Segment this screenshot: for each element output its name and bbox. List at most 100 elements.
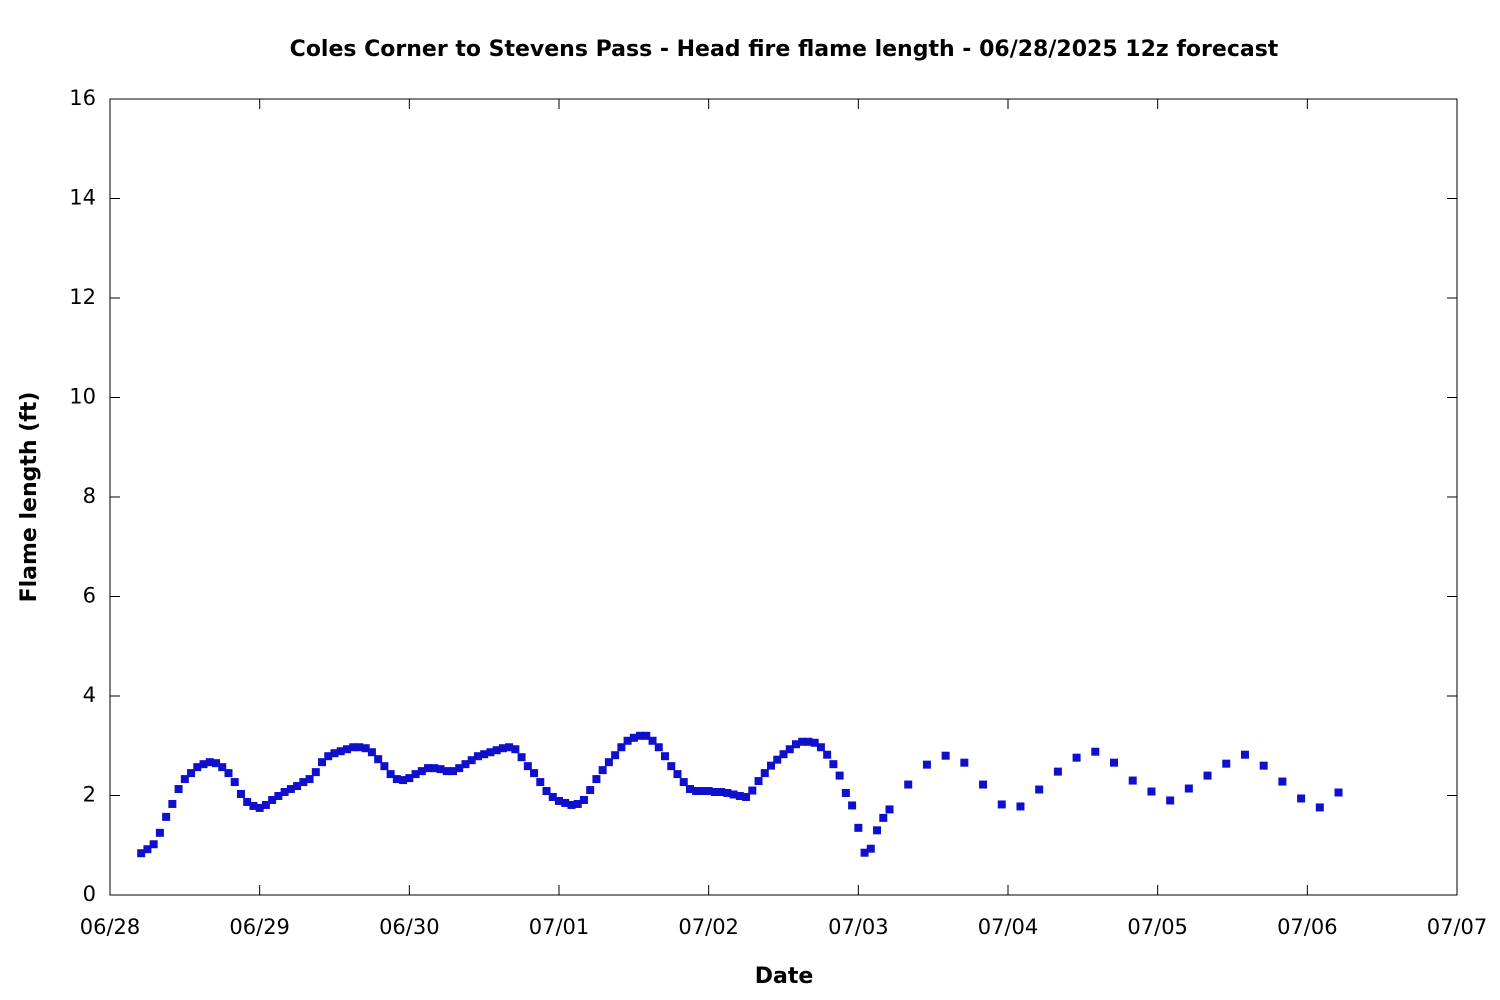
point: [642, 731, 651, 740]
point: [648, 736, 657, 745]
point: [673, 770, 682, 779]
point: [436, 765, 445, 774]
point: [1110, 758, 1119, 767]
point: [1259, 761, 1268, 770]
point: [866, 844, 875, 853]
point: [336, 747, 345, 756]
point: [1166, 796, 1175, 805]
point: [305, 775, 314, 784]
point: [604, 758, 613, 767]
point: [205, 758, 214, 767]
point: [249, 801, 258, 810]
point: [692, 787, 701, 796]
point: [860, 848, 869, 857]
point: [710, 788, 719, 797]
point: [1091, 747, 1100, 756]
point: [392, 775, 401, 784]
y-tick-label: 4: [83, 683, 96, 707]
point: [1222, 759, 1231, 768]
y-tick-label: 6: [83, 584, 96, 608]
point: [199, 760, 208, 769]
point: [236, 790, 245, 799]
point: [1203, 771, 1212, 780]
point: [330, 749, 339, 758]
point: [810, 738, 819, 747]
point: [598, 766, 607, 775]
point: [224, 769, 233, 778]
point: [941, 751, 950, 760]
y-tick-label: 0: [83, 882, 96, 906]
point: [299, 778, 308, 787]
point: [555, 796, 563, 805]
point: [779, 750, 788, 759]
point: [997, 800, 1006, 809]
point: [187, 769, 196, 778]
point: [174, 785, 183, 794]
point: [311, 768, 320, 777]
point: [661, 752, 670, 761]
point: [455, 764, 464, 773]
y-tick-label: 14: [69, 186, 96, 210]
point: [548, 792, 557, 801]
point: [685, 785, 694, 794]
point: [448, 767, 457, 776]
point: [361, 744, 370, 753]
point: [823, 750, 832, 759]
point: [742, 792, 751, 801]
point: [791, 740, 800, 749]
point: [729, 790, 738, 799]
point: [411, 770, 420, 779]
point: [735, 791, 744, 800]
point: [212, 759, 221, 768]
x-tick-label: 06/30: [379, 915, 440, 939]
point: [636, 731, 645, 740]
point: [579, 795, 588, 804]
point: [698, 787, 707, 796]
point: [654, 743, 663, 752]
point: [629, 733, 638, 742]
chart-title: Coles Corner to Stevens Pass - Head fire…: [290, 37, 1279, 62]
point: [586, 786, 595, 795]
point: [486, 748, 495, 757]
point: [561, 798, 570, 807]
point: [760, 769, 769, 778]
point: [1053, 767, 1062, 776]
point: [679, 778, 688, 787]
point: [767, 761, 776, 770]
y-tick-label: 12: [69, 285, 96, 309]
point: [255, 803, 264, 812]
point: [399, 776, 408, 785]
point: [480, 750, 489, 759]
point: [168, 799, 177, 808]
point: [841, 789, 850, 798]
point: [511, 745, 520, 754]
point: [467, 756, 476, 765]
point: [143, 845, 152, 854]
point: [280, 788, 289, 797]
point: [417, 767, 426, 776]
x-tick-label: 07/03: [828, 915, 889, 939]
point: [230, 778, 239, 787]
point: [442, 767, 451, 776]
point: [1184, 784, 1193, 793]
point: [704, 787, 713, 796]
point: [268, 795, 277, 804]
point: [829, 760, 838, 769]
point: [505, 743, 514, 752]
point: [885, 805, 894, 814]
point: [904, 780, 913, 789]
point: [773, 755, 782, 764]
point: [386, 770, 395, 779]
point: [1072, 753, 1081, 762]
point: [785, 745, 794, 754]
point: [318, 758, 327, 767]
point: [748, 786, 757, 795]
point: [754, 777, 763, 786]
point: [149, 840, 158, 849]
x-tick-label: 07/06: [1277, 915, 1338, 939]
point: [286, 785, 295, 794]
y-tick-label: 16: [69, 86, 96, 110]
point: [342, 745, 351, 754]
point: [623, 736, 632, 745]
